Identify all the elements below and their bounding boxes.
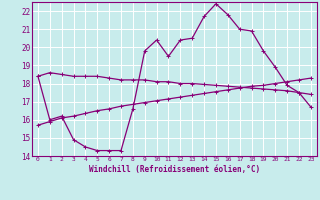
X-axis label: Windchill (Refroidissement éolien,°C): Windchill (Refroidissement éolien,°C) [89,165,260,174]
